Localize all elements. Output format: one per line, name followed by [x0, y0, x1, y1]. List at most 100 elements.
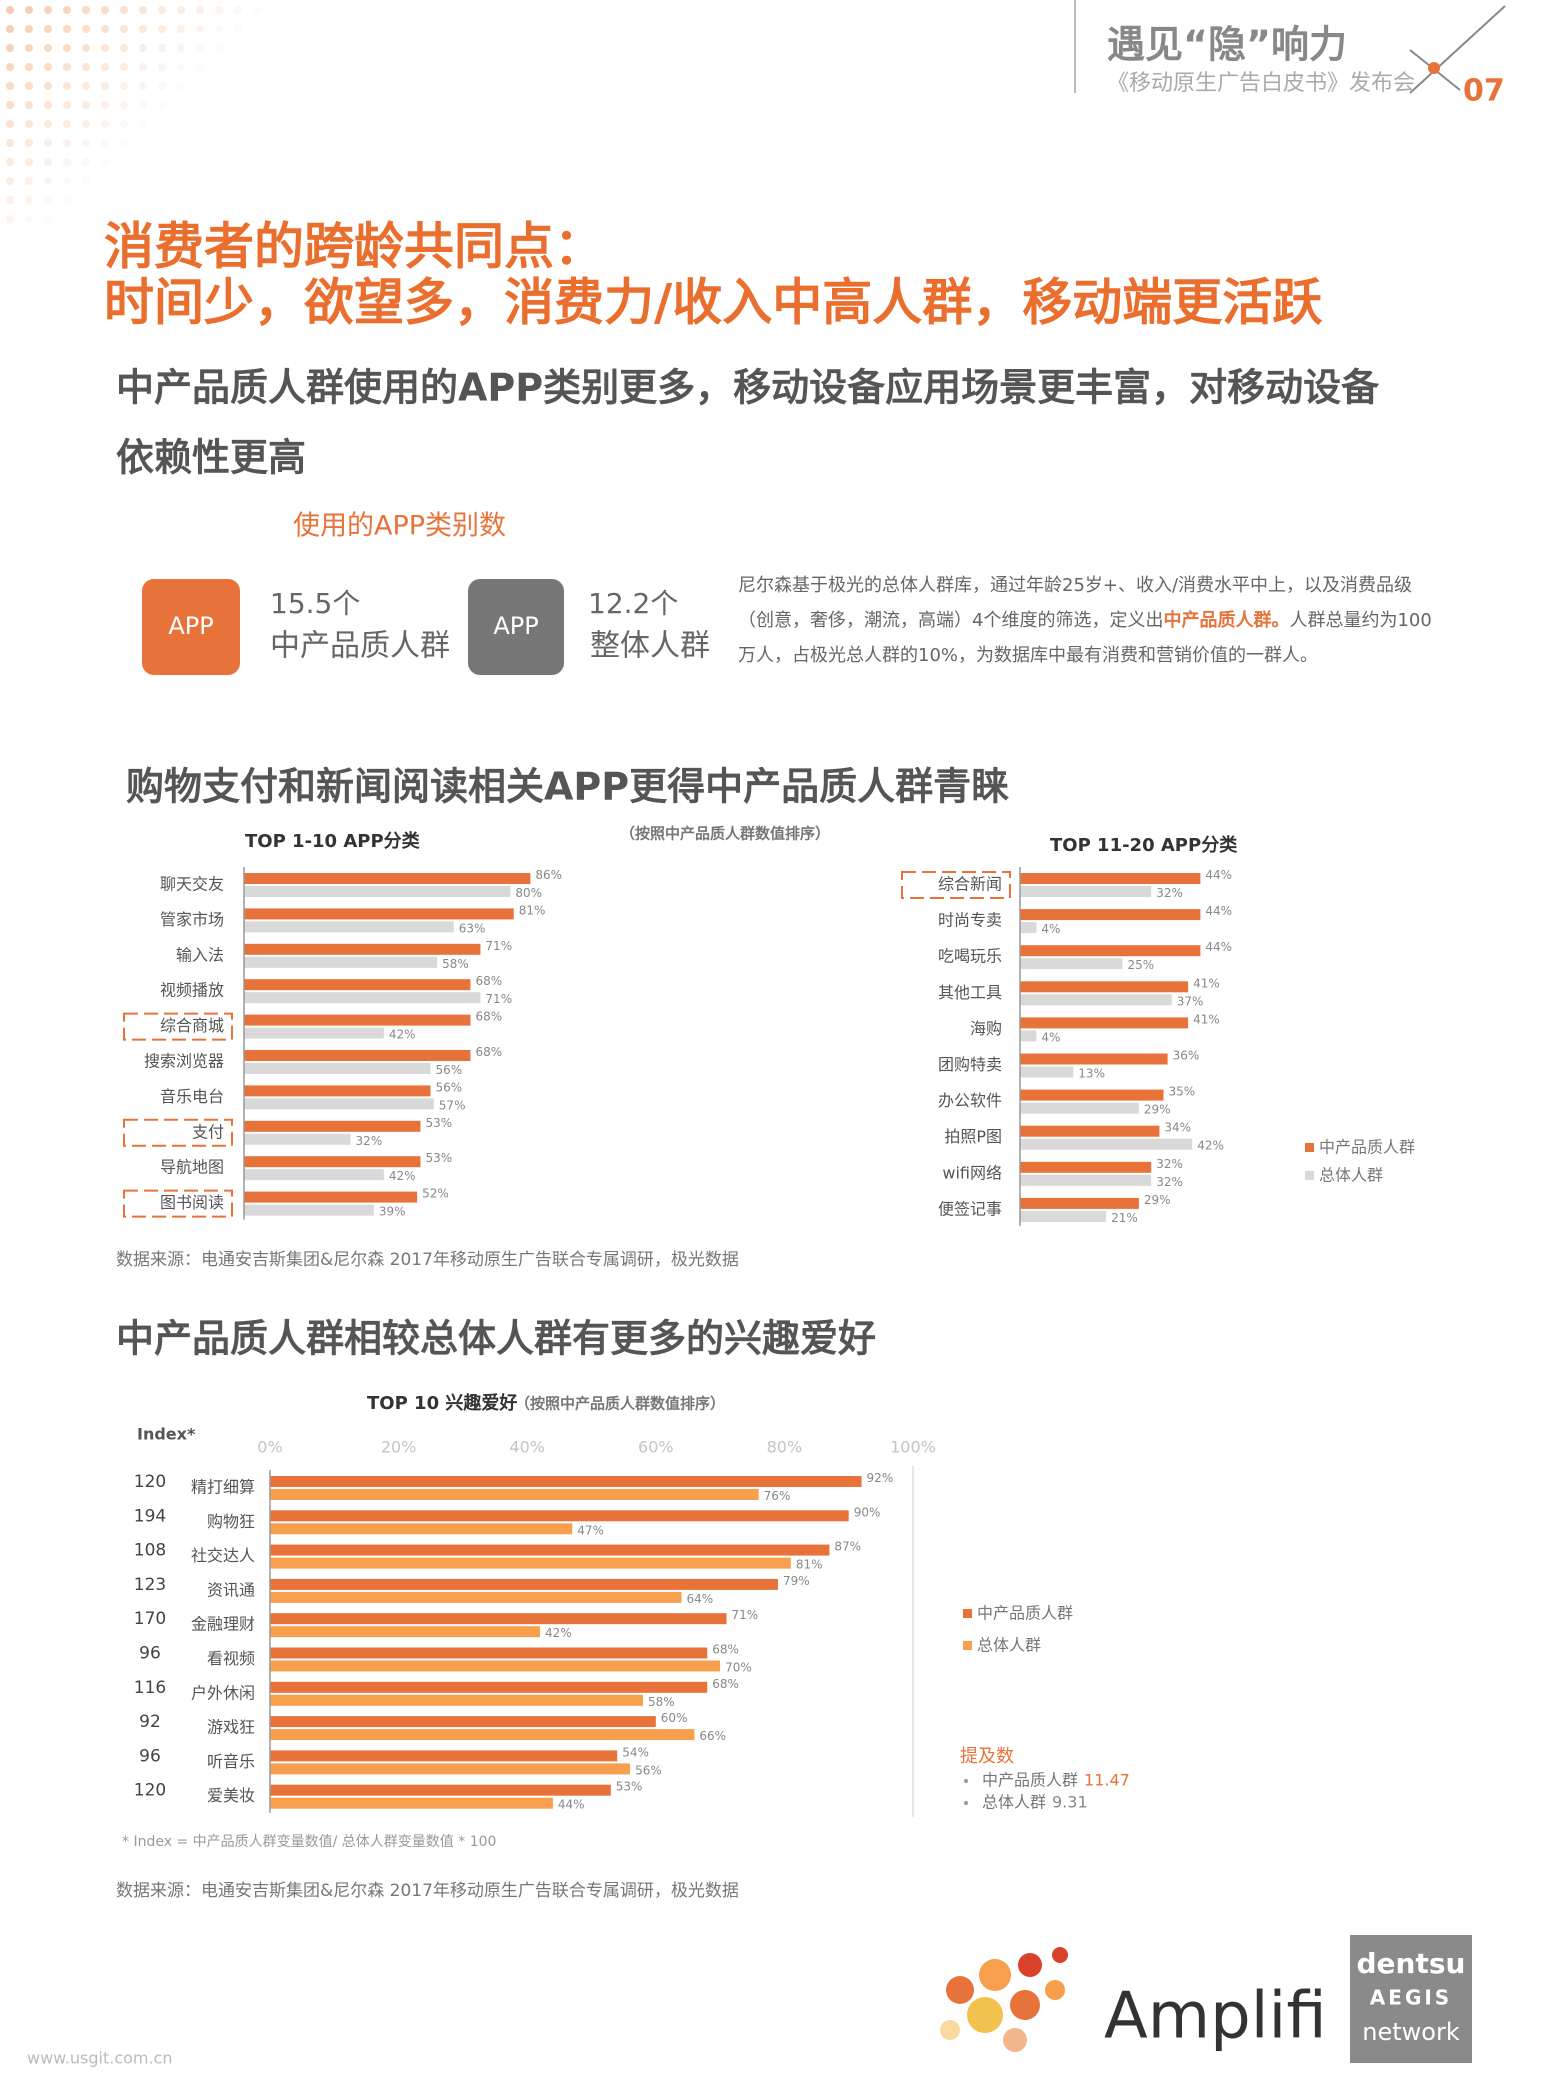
category-label: 团购特卖 — [938, 1055, 1002, 1074]
brand: Amplifi — [1104, 1980, 1327, 2054]
app-icon — [142, 579, 240, 675]
logo-ball — [1052, 1947, 1068, 1963]
decor-dot — [44, 25, 52, 33]
bar — [1020, 1210, 1107, 1222]
x-tick-label: 20% — [381, 1438, 417, 1457]
decor-dot — [139, 44, 147, 52]
bar — [1020, 1066, 1074, 1078]
page-number: 07 — [1463, 74, 1505, 109]
bar — [244, 979, 471, 991]
bar — [1020, 1161, 1152, 1173]
value-label: 42% — [389, 1169, 416, 1183]
app-count-value: 15.5个 — [270, 587, 360, 620]
category-label: 看视频 — [207, 1649, 255, 1668]
category-label: 视频播放 — [160, 981, 224, 1000]
decor-dot — [6, 6, 14, 14]
value-label: 29% — [1144, 1193, 1171, 1207]
value-label: 66% — [699, 1729, 726, 1743]
logo-ball — [979, 1959, 1011, 1991]
value-label: 44% — [1205, 904, 1232, 918]
bar — [1020, 958, 1123, 970]
value-label: 25% — [1128, 958, 1155, 972]
logo-ball — [940, 2020, 960, 2040]
x-tick-label: 60% — [638, 1438, 674, 1457]
decor-dot — [6, 25, 14, 33]
highlight-box — [901, 871, 1011, 899]
decor-dot — [101, 139, 109, 147]
bar — [1020, 1197, 1139, 1209]
app-icon-label: APP — [168, 612, 213, 640]
value-label: 90% — [854, 1505, 881, 1519]
bar — [270, 1784, 611, 1796]
category-label: 吃喝玩乐 — [938, 947, 1002, 966]
decor-dot — [82, 82, 90, 90]
category-label: wifi网络 — [942, 1163, 1002, 1182]
app-icon — [468, 579, 564, 675]
value-label: 44% — [1205, 940, 1232, 954]
bullet — [964, 1801, 968, 1805]
value-label: 32% — [356, 1134, 383, 1148]
category-label: 导航地图 — [160, 1158, 224, 1177]
decor-dot — [196, 63, 204, 71]
decor-dot — [6, 158, 14, 166]
category-label: 管家市场 — [160, 910, 224, 929]
bar — [244, 1120, 421, 1132]
decor-dot — [139, 63, 147, 71]
bar — [1020, 1102, 1139, 1114]
decor-dot — [63, 6, 71, 14]
decor-dot — [6, 63, 14, 71]
bar — [1020, 1089, 1164, 1101]
decor-dot — [25, 139, 33, 147]
index-header: Index* — [137, 1425, 196, 1444]
bar — [270, 1591, 682, 1603]
bullet — [964, 1779, 968, 1783]
decor-dot — [120, 25, 128, 33]
decor-dot — [44, 158, 52, 166]
decor-dot — [63, 196, 71, 204]
value-label: 44% — [1205, 868, 1232, 882]
value-label: 56% — [635, 1763, 662, 1777]
bar — [244, 956, 438, 968]
value-label: 80% — [515, 886, 542, 900]
description-highlight: 中产品质人群。 — [1163, 610, 1290, 631]
bar — [244, 1204, 374, 1216]
legend-swatch — [1305, 1171, 1314, 1180]
decor-dot — [101, 82, 109, 90]
bar — [270, 1544, 830, 1556]
decor-dot — [44, 139, 52, 147]
decor-dot — [158, 101, 166, 109]
decor-dot — [158, 63, 166, 71]
decor-dot — [120, 139, 128, 147]
bar — [270, 1647, 708, 1659]
mention-label: 中产品质人群 — [982, 1771, 1078, 1790]
decor-dot — [158, 82, 166, 90]
legend-label: 中产品质人群 — [977, 1604, 1073, 1623]
bar — [1020, 922, 1037, 934]
bar — [244, 886, 511, 897]
value-label: 53% — [425, 1151, 452, 1165]
source: 数据来源：电通安吉斯集团&尼尔森 2017年移动原生广告联合专属调研，极光数据 — [116, 1881, 739, 1901]
bar — [244, 908, 514, 920]
bar — [270, 1729, 695, 1741]
bar — [244, 873, 531, 884]
value-label: 13% — [1078, 1067, 1105, 1081]
decor-dot — [6, 177, 14, 185]
decor-dot — [139, 6, 147, 14]
decor-dot — [44, 177, 52, 185]
bar — [244, 1098, 434, 1110]
highlight-box — [123, 1118, 233, 1147]
value-label: 35% — [1169, 1085, 1196, 1099]
decor-dot — [101, 25, 109, 33]
value-label: 54% — [622, 1745, 649, 1759]
decor-dot — [44, 196, 52, 204]
legend-swatch — [1305, 1143, 1314, 1152]
bar — [1020, 1138, 1193, 1150]
x-tick-label: 40% — [509, 1438, 545, 1457]
bar — [270, 1716, 656, 1728]
category-label: 便签记事 — [938, 1199, 1002, 1218]
decor-dot — [6, 82, 14, 90]
app-count-label: 整体人群 — [590, 629, 710, 664]
decor-dot — [25, 63, 33, 71]
decor-dot — [25, 25, 33, 33]
